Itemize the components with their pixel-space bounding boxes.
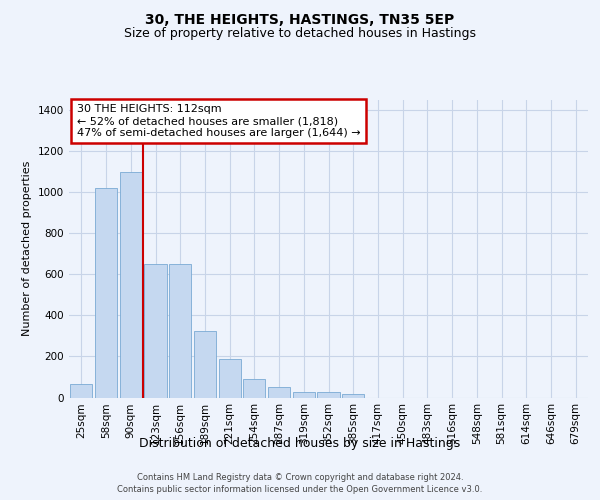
Text: Distribution of detached houses by size in Hastings: Distribution of detached houses by size … xyxy=(139,438,461,450)
Text: Contains public sector information licensed under the Open Government Licence v3: Contains public sector information licen… xyxy=(118,485,482,494)
Text: 30 THE HEIGHTS: 112sqm
← 52% of detached houses are smaller (1,818)
47% of semi-: 30 THE HEIGHTS: 112sqm ← 52% of detached… xyxy=(77,104,361,138)
Text: 30, THE HEIGHTS, HASTINGS, TN35 5EP: 30, THE HEIGHTS, HASTINGS, TN35 5EP xyxy=(145,12,455,26)
Bar xyxy=(317,392,340,398)
Text: Size of property relative to detached houses in Hastings: Size of property relative to detached ho… xyxy=(124,28,476,40)
Bar xyxy=(119,172,142,398)
Bar xyxy=(268,387,290,398)
Bar xyxy=(243,379,265,398)
Bar xyxy=(169,264,191,398)
Y-axis label: Number of detached properties: Number of detached properties xyxy=(22,161,32,336)
Bar xyxy=(218,358,241,398)
Bar xyxy=(145,264,167,398)
Bar xyxy=(293,392,315,398)
Bar xyxy=(95,188,117,398)
Bar xyxy=(342,394,364,398)
Bar xyxy=(70,384,92,398)
Text: Contains HM Land Registry data © Crown copyright and database right 2024.: Contains HM Land Registry data © Crown c… xyxy=(137,472,463,482)
Bar xyxy=(194,331,216,398)
